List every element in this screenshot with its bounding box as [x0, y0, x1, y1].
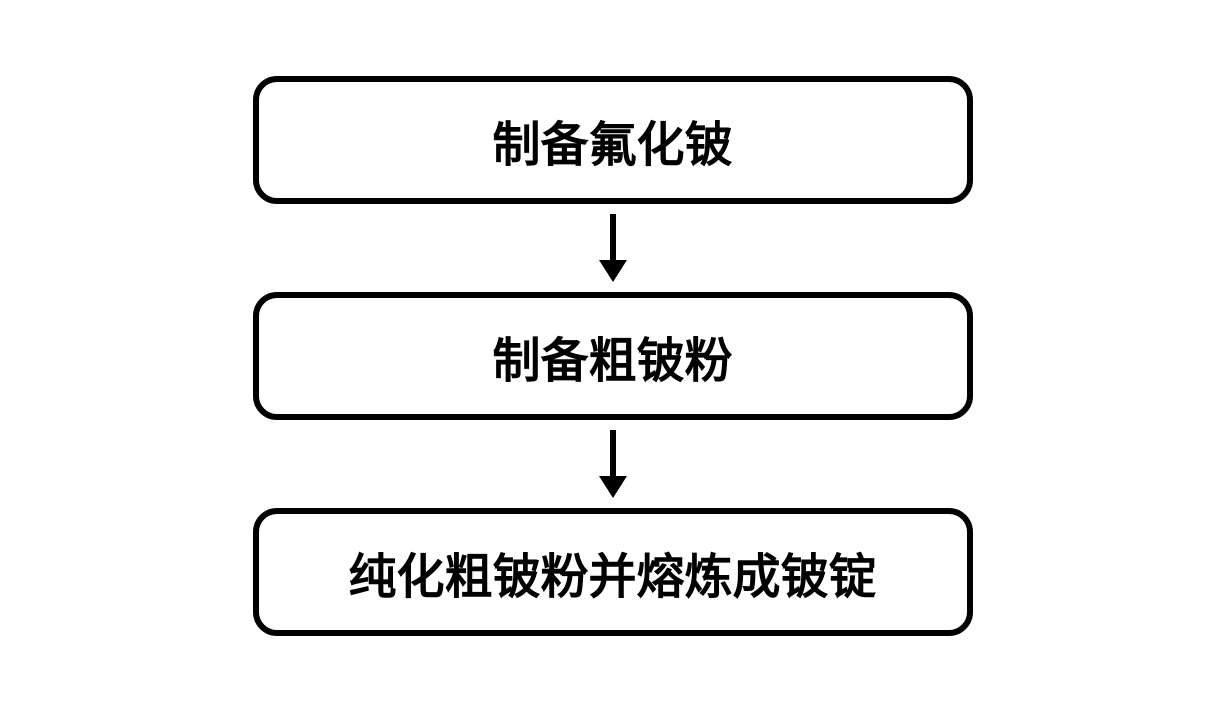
arrow-line [610, 214, 616, 260]
flowchart-container: 制备氟化铍 制备粗铍粉 纯化粗铍粉并熔炼成铍锭 [253, 76, 973, 636]
flowchart-arrow-1 [599, 214, 627, 282]
step-label: 制备氟化铍 [492, 105, 732, 175]
flowchart-step-3: 纯化粗铍粉并熔炼成铍锭 [253, 508, 973, 636]
flowchart-arrow-2 [599, 430, 627, 498]
step-label: 纯化粗铍粉并熔炼成铍锭 [348, 537, 876, 607]
step-label: 制备粗铍粉 [492, 321, 732, 391]
flowchart-step-1: 制备氟化铍 [253, 76, 973, 204]
arrow-line [610, 430, 616, 476]
arrow-head [599, 260, 627, 282]
flowchart-step-2: 制备粗铍粉 [253, 292, 973, 420]
arrow-head [599, 476, 627, 498]
